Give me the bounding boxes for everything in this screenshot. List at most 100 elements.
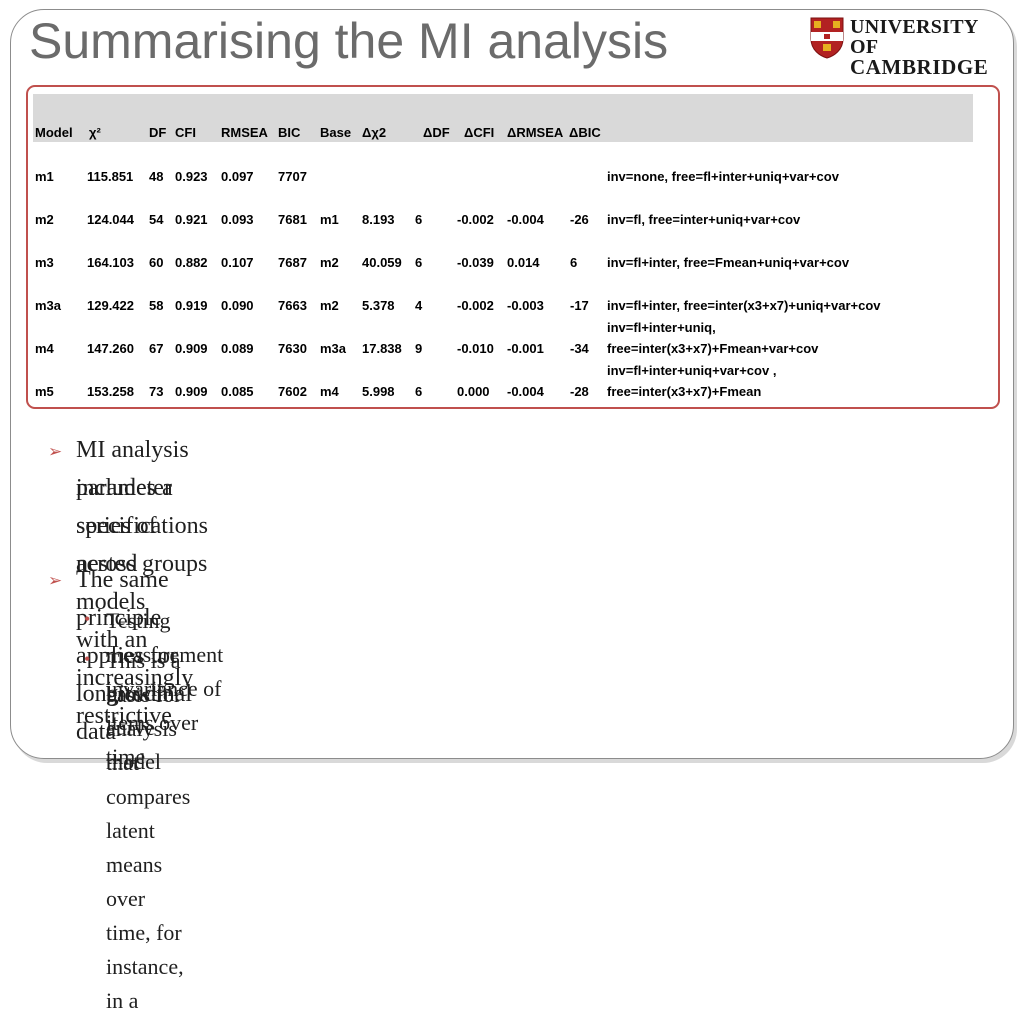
sub-bullet-dot-icon: • xyxy=(84,609,91,629)
table-cell-cfi: 0.921 xyxy=(175,212,208,227)
table-cell-drmsea: -0.004 xyxy=(507,212,544,227)
table-header-cell: χ² xyxy=(89,125,101,140)
table-cell-model: m2 xyxy=(35,212,54,227)
table-cell-base: m1 xyxy=(320,212,339,227)
logo-line-1: UNIVERSITY OF xyxy=(850,16,978,58)
table-cell-bic: 7707 xyxy=(278,169,307,184)
table-cell-bic: 7663 xyxy=(278,298,307,313)
table-cell-rmsea: 0.097 xyxy=(221,169,254,184)
table-cell-ddf: 4 xyxy=(415,298,423,313)
table-header-cell: DF xyxy=(149,125,167,140)
table-cell-rmsea: 0.107 xyxy=(221,255,254,270)
table-cell-cfi: 0.919 xyxy=(175,298,208,313)
table-cell-model: m1 xyxy=(35,169,54,184)
table-header-cell: Base xyxy=(320,125,352,140)
table-cell-ddf: 6 xyxy=(415,384,423,399)
table-cell-base: m2 xyxy=(320,255,339,270)
table-cell-spec: inv=fl+inter, free=Fmean+uniq+var+cov xyxy=(607,255,850,270)
table-cell-bic: 7681 xyxy=(278,212,307,227)
sub-bullet-dot-icon: • xyxy=(84,649,91,669)
table-header-cell: Δχ2 xyxy=(362,125,387,140)
cambridge-shield-icon xyxy=(810,17,844,59)
table-cell-dcfi: -0.039 xyxy=(457,255,494,270)
table-cell-bic: 7602 xyxy=(278,384,307,399)
table-cell-spec: inv=fl, free=inter+uniq+var+cov xyxy=(607,212,801,227)
table-cell-spec-line-1: inv=fl+inter+uniq, xyxy=(607,320,716,335)
table-header-cell: BIC xyxy=(278,125,301,140)
table-cell-dcfi: -0.002 xyxy=(457,212,494,227)
table-cell-dchi2: 17.838 xyxy=(362,341,402,356)
table-cell-rmsea: 0.093 xyxy=(221,212,254,227)
sub-bullet-1-line-1: Testing measurement invariance of items … xyxy=(106,608,224,769)
table-cell-dchi2: 8.193 xyxy=(362,212,395,227)
table-cell-dbic: -17 xyxy=(570,298,589,313)
table-cell-df: 60 xyxy=(149,255,164,270)
table-cell-dchi2: 5.378 xyxy=(362,298,395,313)
table-cell-dchi2: 5.998 xyxy=(362,384,395,399)
slide-title: Summarising the MI analysis xyxy=(29,13,669,69)
table-cell-drmsea: 0.014 xyxy=(507,255,540,270)
table-cell-cfi: 0.909 xyxy=(175,384,208,399)
table-cell-model: m3 xyxy=(35,255,54,270)
table-cell-rmsea: 0.090 xyxy=(221,298,254,313)
university-logo: UNIVERSITY OF CAMBRIDGE xyxy=(810,17,1010,78)
table-cell-df: 48 xyxy=(149,169,164,184)
table-cell-ddf: 9 xyxy=(415,341,423,356)
table-header-cell: RMSEA xyxy=(221,125,268,140)
logo-wordmark: UNIVERSITY OF CAMBRIDGE xyxy=(850,16,1010,79)
table-cell-spec: inv=fl+inter, free=inter(x3+x7)+uniq+var… xyxy=(607,298,881,313)
table-cell-dbic: -26 xyxy=(570,212,589,227)
table-header-band xyxy=(33,94,973,142)
table-cell-model: m3a xyxy=(35,298,62,313)
table-cell-dbic: 6 xyxy=(570,255,578,270)
table-cell-dchi2: 40.059 xyxy=(362,255,402,270)
table-cell-drmsea: -0.003 xyxy=(507,298,544,313)
table-cell-base: m2 xyxy=(320,298,339,313)
table-cell-base: m4 xyxy=(320,384,339,399)
table-cell-drmsea: -0.004 xyxy=(507,384,544,399)
table-cell-chi2: 129.422 xyxy=(87,298,134,313)
table-header-cell: CFI xyxy=(175,125,196,140)
table-cell-ddf: 6 xyxy=(415,255,423,270)
table-cell-spec: free=inter(x3+x7)+Fmean xyxy=(607,384,762,399)
table-cell-chi2: 164.103 xyxy=(87,255,134,270)
sub-bullet-2-line-2: growth curve model xyxy=(106,681,169,774)
table-cell-model: m5 xyxy=(35,384,54,399)
bullet-2-line-1: The same principle applies for longitudi… xyxy=(76,567,192,745)
table-cell-model: m4 xyxy=(35,341,54,356)
table-cell-cfi: 0.923 xyxy=(175,169,208,184)
table-cell-dcfi: -0.002 xyxy=(457,298,494,313)
logo-line-2: CAMBRIDGE xyxy=(850,55,989,79)
table-cell-spec: inv=none, free=fl+inter+uniq+var+cov xyxy=(607,169,839,184)
table-cell-chi2: 153.258 xyxy=(87,384,134,399)
table-cell-df: 67 xyxy=(149,341,164,356)
table-header-cell: ΔDF xyxy=(423,125,450,140)
bullet-arrow-icon: ➢ xyxy=(48,571,63,591)
table-header-cell: Model xyxy=(35,125,73,140)
table-cell-dcfi: 0.000 xyxy=(457,384,490,399)
table-cell-bic: 7630 xyxy=(278,341,307,356)
table-cell-chi2: 124.044 xyxy=(87,212,134,227)
table-cell-ddf: 6 xyxy=(415,212,423,227)
table-cell-cfi: 0.882 xyxy=(175,255,208,270)
table-cell-rmsea: 0.085 xyxy=(221,384,254,399)
table-cell-df: 73 xyxy=(149,384,164,399)
table-cell-spec-line-1: inv=fl+inter+uniq+var+cov , xyxy=(607,363,777,378)
bullet-1-line-1: MI analysis includes a series of nested … xyxy=(76,437,194,729)
table-cell-chi2: 147.260 xyxy=(87,341,134,356)
table-cell-bic: 7687 xyxy=(278,255,307,270)
table-cell-rmsea: 0.089 xyxy=(221,341,254,356)
table-header-cell: ΔRMSEA xyxy=(507,125,564,140)
bullet-1-line-2: parameter specifications across groups xyxy=(76,475,208,577)
table-cell-spec: free=inter(x3+x7)+Fmean+var+cov xyxy=(607,341,819,356)
table-cell-dbic: -34 xyxy=(570,341,589,356)
table-header-cell: ΔCFI xyxy=(464,125,495,140)
table-cell-df: 58 xyxy=(149,298,164,313)
table-cell-dbic: -28 xyxy=(570,384,589,399)
table-cell-dcfi: -0.010 xyxy=(457,341,494,356)
table-cell-base: m3a xyxy=(320,341,347,356)
bullet-arrow-icon: ➢ xyxy=(48,442,63,462)
table-cell-cfi: 0.909 xyxy=(175,341,208,356)
table-header-cell: ΔBIC xyxy=(569,125,601,140)
table-cell-chi2: 115.851 xyxy=(87,169,134,184)
